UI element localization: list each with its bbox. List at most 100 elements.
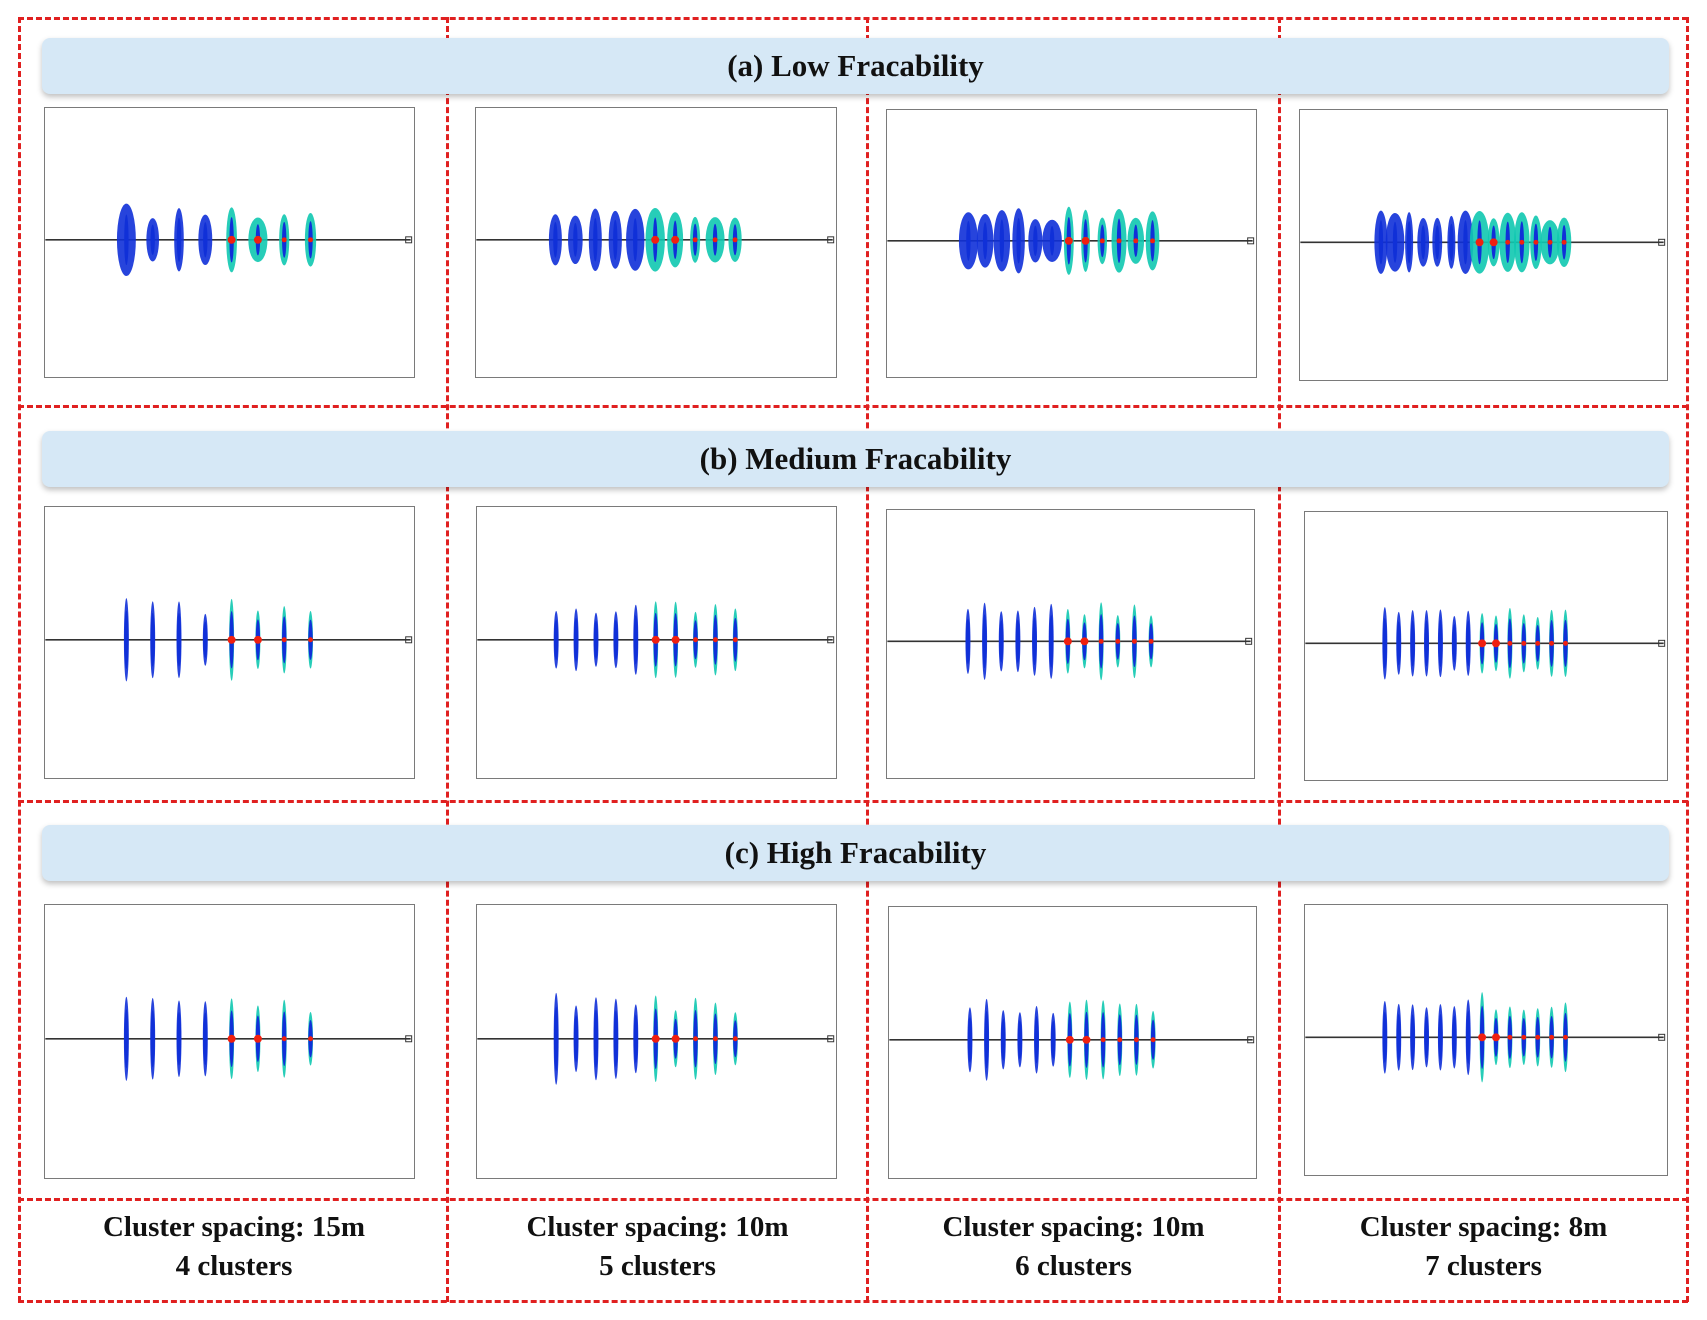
- fracture-panel-low-6-clusters: [886, 109, 1257, 378]
- fracture-cluster: [1521, 1009, 1527, 1065]
- frame-right-line: [1686, 17, 1689, 1302]
- fracture-plot: [45, 598, 413, 682]
- wellbore-end-marker: [827, 636, 835, 644]
- fracture-cluster: [651, 601, 660, 679]
- fracture-cluster: [281, 606, 287, 674]
- fracture-cluster: [1465, 999, 1471, 1076]
- wellbore-end-marker: [1245, 637, 1253, 645]
- fracture-cluster: [1417, 217, 1430, 267]
- fracture-cluster: [1540, 220, 1560, 265]
- fracture-cluster: [593, 612, 599, 667]
- cluster-spacing-label: Cluster spacing: 10m: [526, 1211, 789, 1243]
- fracture-cluster: [1097, 217, 1107, 265]
- fracture-cluster: [626, 208, 645, 271]
- fracture-cluster: [553, 610, 559, 669]
- fracture-cluster: [1478, 992, 1487, 1083]
- fracture-cluster: [253, 1005, 262, 1073]
- cluster-spacing-label: Cluster spacing: 10m: [942, 1211, 1205, 1243]
- fracture-cluster: [1410, 1004, 1416, 1071]
- fracture-cluster: [568, 215, 583, 265]
- fracture-cluster: [1507, 1006, 1513, 1069]
- frame-caption-divider: [18, 1198, 1688, 1201]
- fracture-cluster: [150, 601, 156, 679]
- fracture-cluster: [150, 997, 156, 1080]
- fracture-cluster: [732, 608, 738, 672]
- fracture-cluster: [1396, 1003, 1402, 1071]
- fracture-cluster: [1100, 1000, 1106, 1080]
- fracture-cluster: [712, 604, 718, 676]
- fracture-cluster: [1492, 1009, 1500, 1066]
- fracture-panel-high-7-clusters: [1304, 904, 1668, 1176]
- fracture-cluster: [1080, 614, 1089, 669]
- fracture-cluster: [651, 995, 660, 1083]
- fracture-cluster: [202, 1001, 208, 1077]
- fracture-cluster: [248, 217, 268, 263]
- fracture-cluster: [553, 992, 559, 1085]
- fracture-cluster: [227, 998, 236, 1080]
- frame-left-line: [18, 17, 21, 1302]
- fracture-cluster: [1465, 610, 1471, 676]
- fracture-cluster: [1437, 609, 1443, 678]
- fracture-panel-low-4-clusters: [44, 107, 415, 378]
- fracture-panel-medium-4-clusters: [44, 506, 415, 779]
- fracture-cluster: [1385, 212, 1405, 272]
- fracture-cluster: [308, 1011, 314, 1066]
- frame-col-divider-3: [1278, 17, 1281, 1302]
- frame-row-divider-1: [18, 405, 1688, 408]
- wellbore-end-marker: [405, 1035, 413, 1043]
- fracture-cluster: [588, 208, 602, 271]
- fracture-cluster: [1499, 212, 1517, 272]
- fracture-cluster: [1487, 218, 1500, 267]
- wellbore-end-marker: [827, 236, 835, 244]
- fracture-cluster: [308, 611, 314, 669]
- fracture-cluster: [693, 611, 699, 668]
- fracture-panel-high-4-clusters: [44, 904, 415, 1179]
- fracture-cluster: [1131, 604, 1137, 679]
- fracture-cluster: [982, 602, 988, 680]
- fracture-cluster: [1034, 1005, 1040, 1074]
- fracture-cluster: [1127, 217, 1145, 264]
- row-title-high-fracability: (c) High Fracability: [42, 825, 1669, 881]
- fracture-cluster: [667, 212, 684, 268]
- wellbore-end-marker: [405, 636, 413, 644]
- fracture-plot: [887, 602, 1253, 681]
- fracture-cluster: [1032, 606, 1038, 676]
- fracture-cluster: [1563, 1002, 1568, 1073]
- fracture-cluster: [1148, 615, 1154, 668]
- fracture-cluster: [1521, 614, 1527, 673]
- fracture-cluster: [1117, 1003, 1123, 1077]
- fracture-cluster: [1405, 212, 1414, 273]
- fracture-cluster: [976, 214, 994, 268]
- fracture-cluster: [1042, 219, 1062, 262]
- wellbore-end-marker: [1658, 639, 1666, 647]
- fracture-cluster: [1549, 609, 1555, 677]
- fracture-cluster: [227, 598, 236, 681]
- fracture-cluster: [1145, 211, 1160, 271]
- caption-col-4: Cluster spacing: 8m 7 clusters: [1281, 1208, 1686, 1298]
- fracture-cluster: [1530, 215, 1542, 270]
- fracture-cluster: [732, 1012, 738, 1066]
- fracture-cluster: [1374, 210, 1388, 274]
- cluster-spacing-label: Cluster spacing: 15m: [102, 1211, 366, 1243]
- cluster-count-label: 7 clusters: [1425, 1250, 1542, 1282]
- fracture-cluster: [176, 1000, 182, 1078]
- fracture-cluster: [1000, 1010, 1006, 1070]
- fracture-cluster: [1048, 603, 1054, 679]
- fracture-cluster: [1437, 1004, 1443, 1071]
- fracture-cluster: [1082, 999, 1091, 1080]
- fracture-panel-medium-5-clusters: [476, 506, 837, 779]
- fracture-plot: [1305, 607, 1666, 680]
- fracture-cluster: [633, 604, 639, 675]
- fracture-cluster: [1410, 610, 1416, 677]
- fracture-cluster: [1535, 1008, 1541, 1067]
- fracture-cluster: [1017, 1012, 1023, 1068]
- fracture-cluster: [690, 216, 701, 263]
- fracture-cluster: [1432, 217, 1443, 267]
- fracture-plot: [1300, 210, 1666, 274]
- fracture-cluster: [1424, 1007, 1430, 1068]
- wellbore-end-marker: [1247, 1036, 1255, 1044]
- fracture-cluster: [226, 207, 237, 273]
- fracture-cluster: [176, 601, 182, 679]
- fracture-cluster: [613, 998, 619, 1079]
- fracture-cluster: [573, 608, 579, 672]
